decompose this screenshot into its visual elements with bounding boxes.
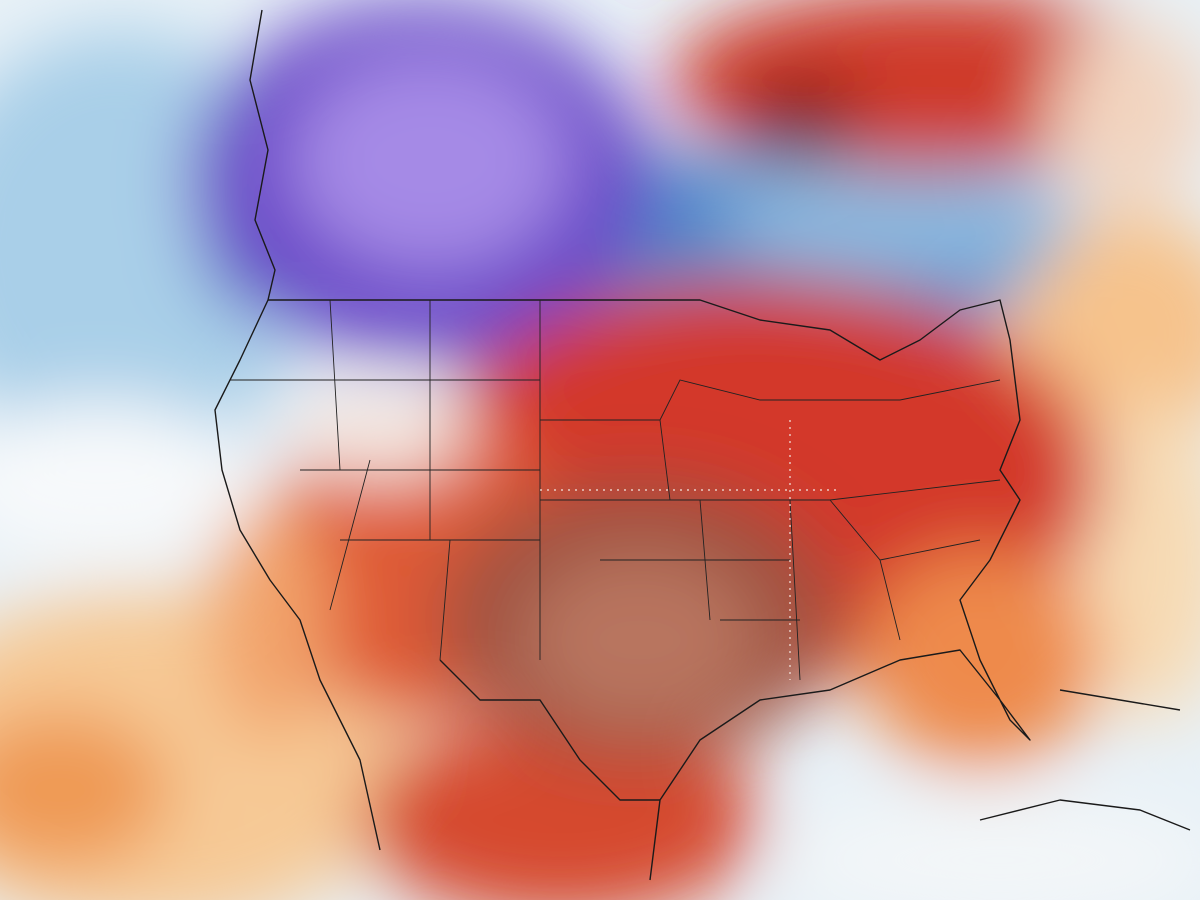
caribbean — [979, 689, 1191, 831]
mexico-border — [439, 659, 660, 801]
state-lines — [230, 299, 1001, 681]
dotted-lines — [540, 420, 840, 680]
west-coast-and-border — [214, 9, 660, 851]
east-boundary — [649, 299, 1031, 881]
borders — [214, 9, 1191, 881]
